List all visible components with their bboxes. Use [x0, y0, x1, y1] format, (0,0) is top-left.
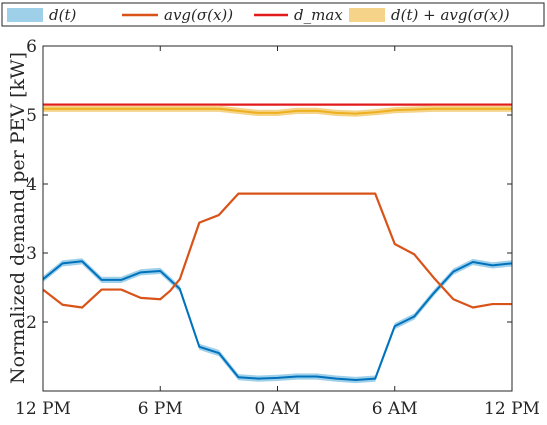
x-tick-label: 12 PM — [484, 399, 540, 419]
x-tick-label: 6 AM — [372, 399, 418, 419]
legend-label-d: d(t) — [49, 6, 76, 24]
series-3-line — [43, 107, 512, 115]
x-tick-label: 6 PM — [138, 399, 183, 419]
plot-frame — [43, 46, 512, 391]
legend: d(t) avg(σ(x)) d_max d(t) + avg(σ(x)) — [1, 2, 545, 27]
legend-label-dmax: d_max — [294, 6, 343, 24]
legend-swatch-d — [7, 8, 43, 22]
y-tick-label: 4 — [26, 175, 37, 195]
y-tick-label: 6 — [26, 37, 37, 57]
y-tick-label: 2 — [26, 313, 37, 333]
legend-swatch-sum — [349, 8, 385, 22]
x-ticks: 12 PM 6 PM 0 AM 6 AM 12 PM — [15, 46, 540, 419]
y-ticks: 2 3 4 5 6 — [26, 37, 512, 333]
series-0-line — [42, 260, 513, 381]
series-1-line — [42, 192, 512, 309]
legend-label-sum: d(t) + avg(σ(x)) — [391, 6, 510, 24]
y-axis-label: Normalized demand per PEV [kW] — [7, 52, 29, 384]
plot-area: 2 3 4 5 6 12 PM 6 PM 0 AM 6 AM 12 PM — [15, 37, 540, 419]
y-tick-label: 3 — [26, 244, 37, 264]
x-tick-label: 0 AM — [255, 399, 301, 419]
series-0-band — [43, 258, 512, 384]
legend-label-avg-sigma: avg(σ(x)) — [164, 6, 233, 24]
series-layer — [42, 103, 513, 384]
y-tick-label: 5 — [26, 106, 37, 126]
x-tick-label: 12 PM — [15, 399, 71, 419]
